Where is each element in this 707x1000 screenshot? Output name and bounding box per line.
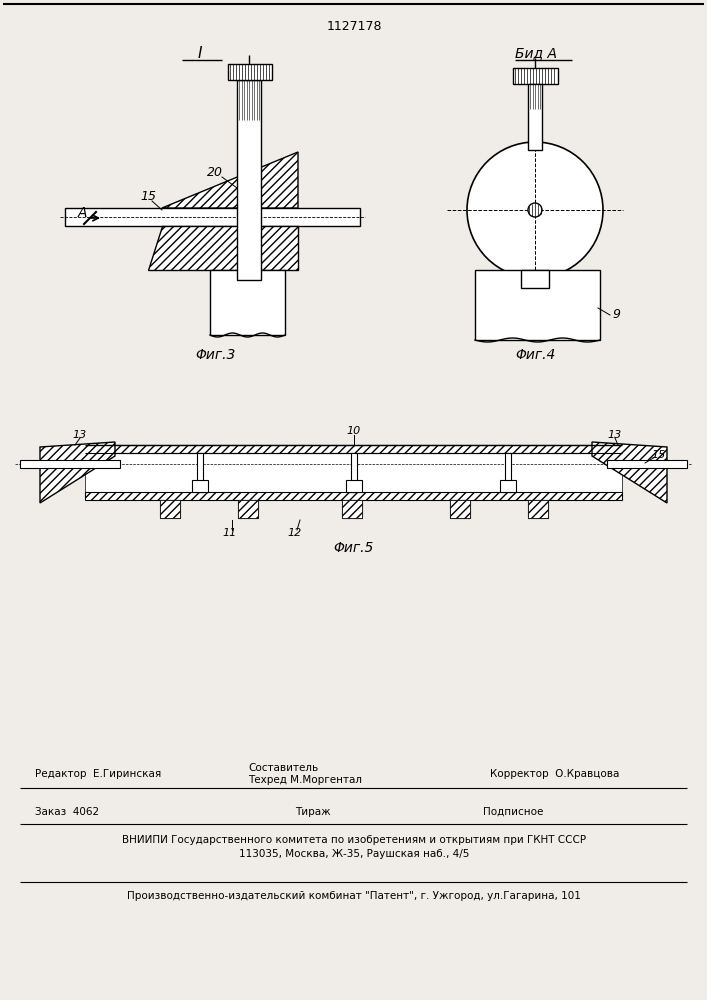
Text: 1127178: 1127178 xyxy=(326,20,382,33)
Text: Производственно-издательский комбинат "Патент", г. Ужгород, ул.Гагарина, 101: Производственно-издательский комбинат "П… xyxy=(127,891,581,901)
Bar xyxy=(342,500,362,518)
Bar xyxy=(342,500,362,518)
Bar xyxy=(160,500,180,518)
Text: 11: 11 xyxy=(223,528,237,538)
Bar xyxy=(238,500,258,518)
Bar xyxy=(160,500,180,518)
Text: 10: 10 xyxy=(347,426,361,436)
Polygon shape xyxy=(592,442,667,503)
Polygon shape xyxy=(162,152,298,208)
Text: 20: 20 xyxy=(207,165,223,178)
Polygon shape xyxy=(148,226,298,270)
Text: Φиг.3: Φиг.3 xyxy=(195,348,235,362)
Text: ВНИИПИ Государственного комитета по изобретениям и открытиям при ГКНТ СССР: ВНИИПИ Государственного комитета по изоб… xyxy=(122,835,586,845)
Text: Заказ  4062: Заказ 4062 xyxy=(35,807,99,817)
Bar xyxy=(85,445,622,453)
Bar xyxy=(351,453,357,492)
Text: 13: 13 xyxy=(608,430,622,440)
Bar xyxy=(528,500,548,518)
Text: 12: 12 xyxy=(288,528,302,538)
Text: I: I xyxy=(198,45,202,60)
Bar xyxy=(85,453,622,492)
Bar xyxy=(513,68,558,84)
Bar xyxy=(528,84,542,150)
Bar xyxy=(210,270,285,335)
Text: A: A xyxy=(77,206,87,220)
Bar xyxy=(528,500,548,518)
Bar xyxy=(500,480,516,492)
Bar xyxy=(346,480,362,492)
Bar xyxy=(450,500,470,518)
Bar xyxy=(192,480,208,492)
Text: Подписное: Подписное xyxy=(483,807,544,817)
Text: 13: 13 xyxy=(73,430,87,440)
Polygon shape xyxy=(40,442,115,503)
Text: Корректор  О.Кравцова: Корректор О.Кравцова xyxy=(490,769,619,779)
Bar xyxy=(521,270,549,288)
Bar xyxy=(237,80,261,280)
Bar xyxy=(450,500,470,518)
Circle shape xyxy=(528,203,542,217)
Text: Составитель: Составитель xyxy=(248,763,318,773)
Text: Бид A: Бид A xyxy=(515,46,557,60)
Bar xyxy=(65,208,360,226)
Bar xyxy=(505,453,511,492)
Bar xyxy=(238,500,258,518)
Bar xyxy=(475,270,600,340)
Text: Φиг.4: Φиг.4 xyxy=(515,348,555,362)
Text: 15: 15 xyxy=(140,190,156,202)
Bar xyxy=(197,453,203,492)
Circle shape xyxy=(467,142,603,278)
Text: Техред М.Моргентал: Техред М.Моргентал xyxy=(248,775,362,785)
Bar xyxy=(607,460,687,468)
Text: Φиг.5: Φиг.5 xyxy=(334,541,374,555)
Text: 9: 9 xyxy=(612,308,620,322)
Text: 113035, Москва, Ж-35, Раушская наб., 4/5: 113035, Москва, Ж-35, Раушская наб., 4/5 xyxy=(239,849,469,859)
Bar xyxy=(20,460,120,468)
Text: 15: 15 xyxy=(652,450,666,460)
Text: Тираж: Тираж xyxy=(295,807,331,817)
Text: Редактор  Е.Гиринская: Редактор Е.Гиринская xyxy=(35,769,161,779)
Bar xyxy=(228,64,272,80)
Bar xyxy=(85,492,622,500)
